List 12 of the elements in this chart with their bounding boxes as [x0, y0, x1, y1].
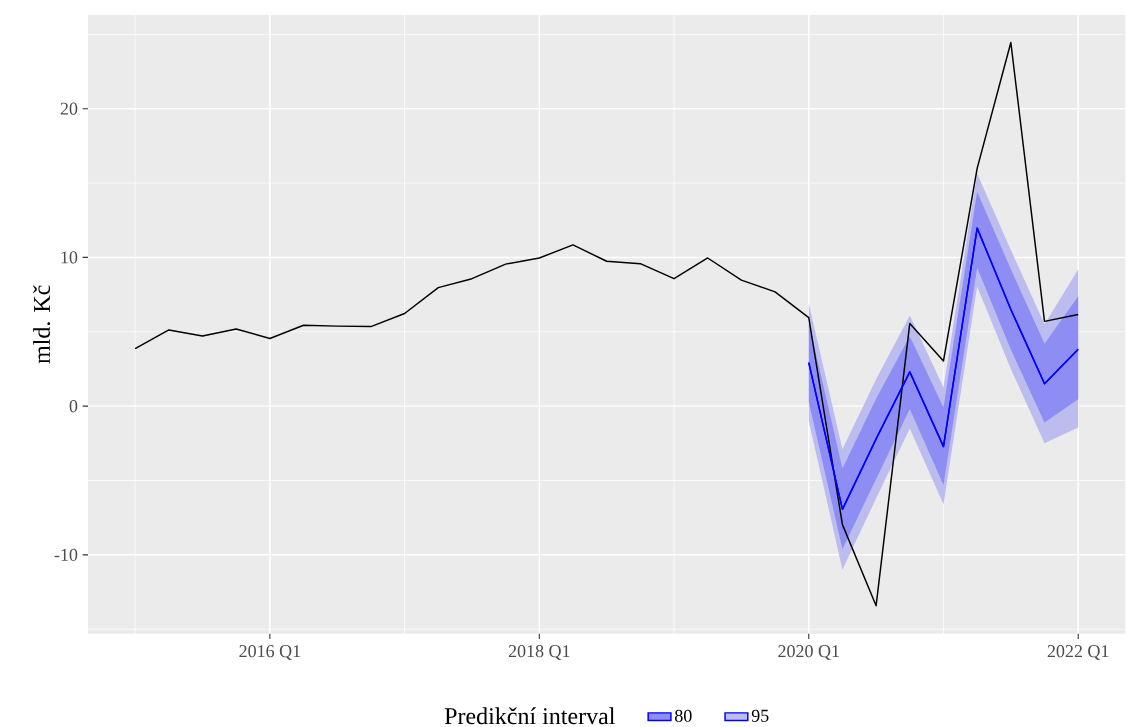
- y-tick-label: 0: [69, 400, 78, 413]
- x-tick-label: 2018 Q1: [508, 645, 570, 660]
- legend-label: 95: [751, 709, 769, 722]
- legend-title: Predikční interval: [444, 707, 615, 725]
- x-tick-label: 2020 Q1: [778, 645, 839, 660]
- y-tick-label: 10: [61, 251, 78, 264]
- legend-label: 80: [675, 709, 692, 722]
- y-tick-label: -10: [54, 548, 78, 561]
- y-axis-title: mld. Kč: [33, 285, 51, 364]
- y-tick-label: 20: [60, 102, 78, 115]
- x-tick-label: 2016 Q1: [239, 645, 301, 660]
- x-tick-label: 2022 Q1: [1047, 645, 1109, 660]
